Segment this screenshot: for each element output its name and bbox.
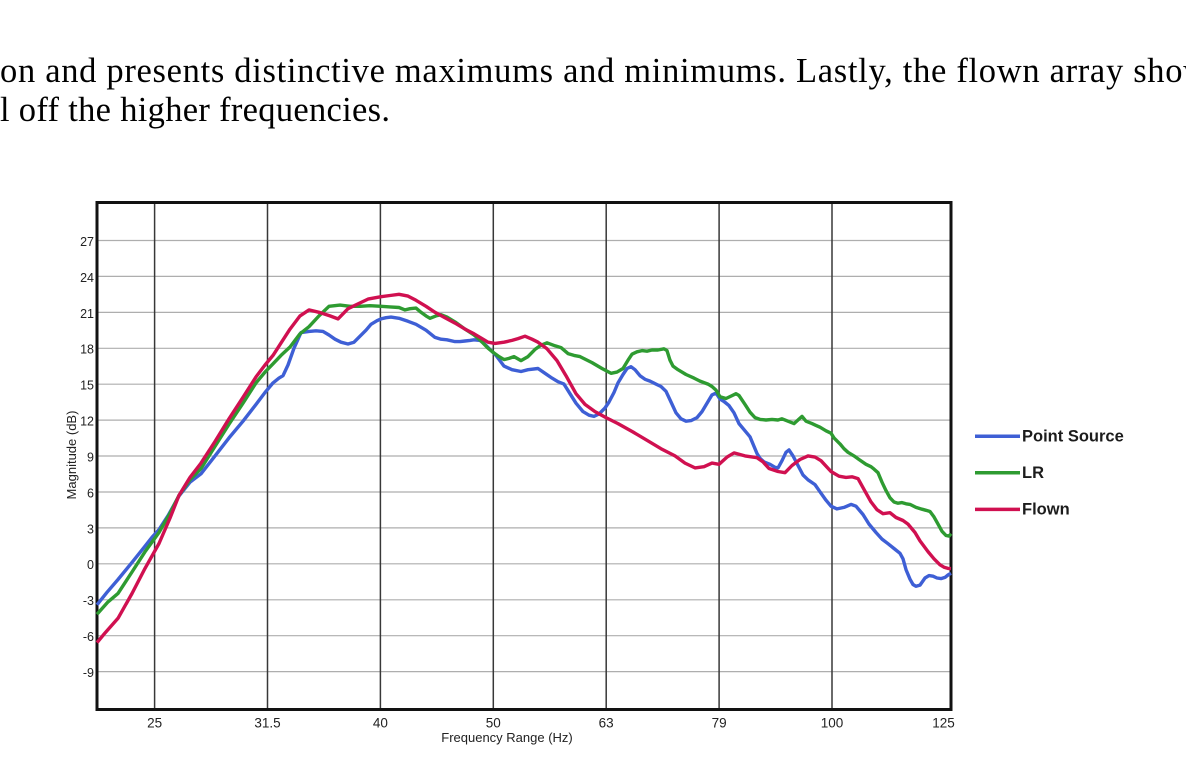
svg-text:50: 50 [486, 716, 501, 731]
svg-text:25: 25 [147, 716, 162, 731]
svg-text:Magnitude (dB): Magnitude (dB) [64, 411, 79, 500]
svg-text:40: 40 [373, 716, 388, 731]
svg-text:18: 18 [80, 343, 94, 357]
svg-text:6: 6 [87, 486, 94, 500]
svg-text:12: 12 [80, 415, 94, 429]
svg-text:-3: -3 [83, 594, 94, 608]
svg-text:Point Source: Point Source [1022, 428, 1124, 446]
svg-text:0: 0 [87, 558, 94, 572]
svg-text:-6: -6 [83, 630, 94, 644]
svg-text:27: 27 [80, 235, 94, 249]
svg-text:15: 15 [80, 379, 94, 393]
svg-text:LR: LR [1022, 464, 1044, 482]
svg-text:125: 125 [932, 716, 955, 731]
svg-text:100: 100 [821, 716, 844, 731]
svg-text:79: 79 [712, 716, 727, 731]
svg-text:9: 9 [87, 450, 94, 464]
svg-text:Frequency Range (Hz): Frequency Range (Hz) [441, 730, 573, 745]
svg-text:-9: -9 [83, 666, 94, 680]
svg-text:3: 3 [87, 522, 94, 536]
svg-text:21: 21 [80, 307, 94, 321]
svg-text:Flown: Flown [1022, 501, 1070, 519]
svg-text:24: 24 [80, 271, 94, 285]
svg-text:63: 63 [599, 716, 614, 731]
svg-text:31.5: 31.5 [254, 716, 280, 731]
